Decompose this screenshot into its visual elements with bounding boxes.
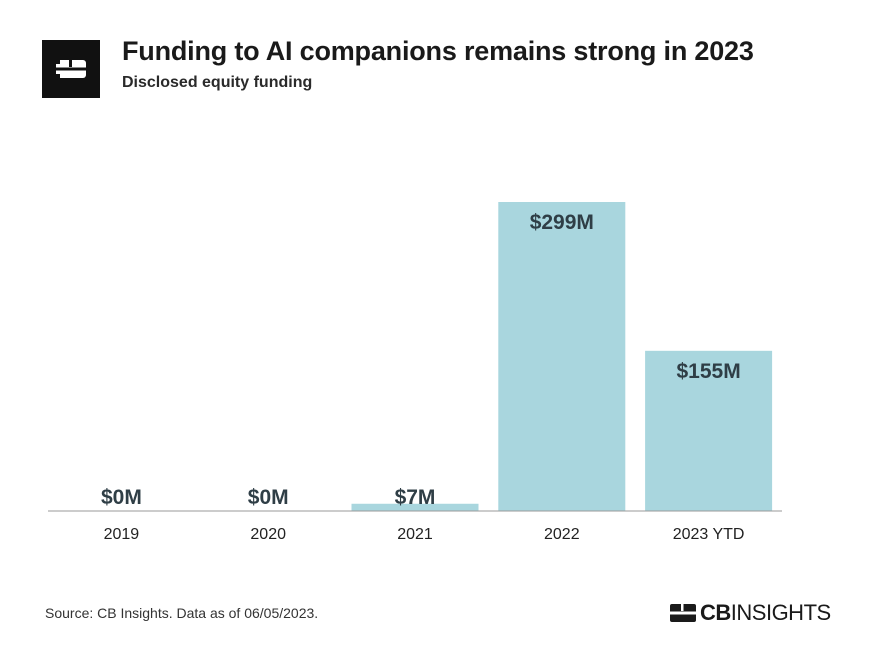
chart-subtitle: Disclosed equity funding <box>122 74 313 91</box>
cb-insights-brand: CBINSIGHTS <box>670 600 831 626</box>
data-label: $0M <box>248 486 289 509</box>
bar-2023 YTD <box>645 350 773 511</box>
x-tick-label: 2023 YTD <box>673 526 745 543</box>
bar-2022 <box>498 202 626 511</box>
x-tick-label: 2022 <box>544 526 580 543</box>
x-tick-label: 2021 <box>397 526 433 543</box>
data-label: $155M <box>676 360 740 383</box>
brand-wordmark: CBINSIGHTS <box>700 600 831 625</box>
cb-insights-logo-icon <box>42 40 100 98</box>
data-label: $0M <box>101 486 142 509</box>
data-label: $299M <box>530 211 594 234</box>
x-tick-label: 2019 <box>104 526 140 543</box>
data-label: $7M <box>395 486 436 509</box>
source-note: Source: CB Insights. Data as of 06/05/20… <box>45 605 319 621</box>
cb-insights-logo-icon <box>670 604 696 622</box>
x-tick-label: 2020 <box>250 526 286 543</box>
chart-title: Funding to AI companions remains strong … <box>122 36 754 66</box>
bar-2021 <box>351 503 479 511</box>
